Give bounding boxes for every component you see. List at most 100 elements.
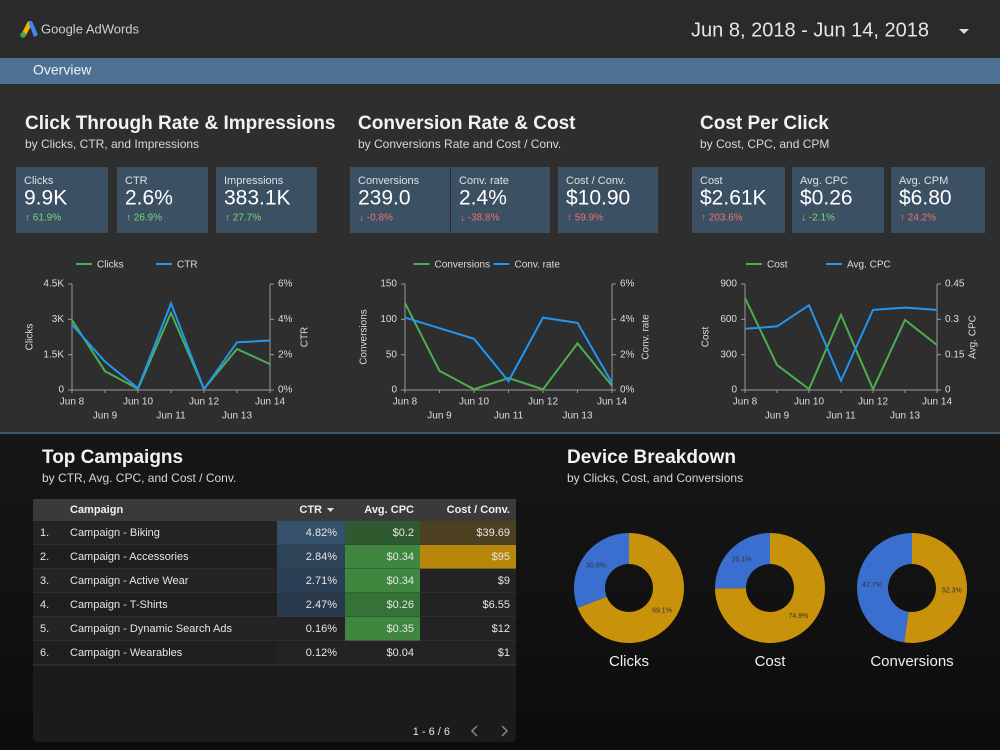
header-bar — [0, 0, 1000, 58]
kpi-label: Cost / Conv. — [566, 175, 626, 187]
y2-tick-label: 0.45 — [945, 279, 965, 290]
x-tick-label: Jun 9 — [93, 411, 118, 422]
column-header: CTR — [299, 504, 322, 516]
section-subtitle: by Conversions Rate and Cost / Conv. — [358, 137, 561, 151]
x-tick-label: Jun 11 — [156, 411, 186, 422]
x-tick-label: Jun 13 — [222, 411, 252, 422]
y2-tick-label: 6% — [278, 279, 293, 290]
kpi-card — [451, 167, 550, 233]
table-cell: 4.82% — [306, 527, 337, 539]
kpi-change: ↓ -0.8% — [359, 213, 393, 224]
table-cell: 1. — [40, 527, 49, 539]
y2-tick-label: 4% — [278, 314, 293, 325]
y2-tick-label: 0% — [278, 385, 293, 396]
table-cell: $6.55 — [482, 599, 510, 611]
x-tick-label: Jun 11 — [494, 411, 524, 422]
x-tick-label: Jun 14 — [255, 397, 285, 408]
table-cell: $0.34 — [386, 575, 414, 587]
nav-bar — [0, 58, 1000, 84]
kpi-change: ↓ -2.1% — [801, 213, 835, 224]
y-tick-label: 300 — [720, 349, 737, 360]
heatmap-cell — [277, 545, 345, 569]
y2-tick-label: 0 — [945, 385, 951, 396]
legend-label: Cost — [767, 260, 788, 271]
x-tick-label: Jun 13 — [562, 411, 592, 422]
nav-tab[interactable]: Overview — [33, 62, 92, 78]
kpi-value: $2.61K — [700, 187, 767, 210]
y2-tick-label: 6% — [620, 279, 635, 290]
x-tick-label: Jun 10 — [794, 397, 824, 408]
donut-slice — [715, 533, 770, 589]
x-tick-label: Jun 14 — [597, 397, 627, 408]
date-range[interactable]: Jun 8, 2018 - Jun 14, 2018 — [691, 19, 929, 41]
table-cell: 2.71% — [306, 575, 337, 587]
table-cell: Campaign - Wearables — [70, 647, 183, 659]
table-cell: $12 — [492, 623, 510, 635]
x-tick-label: Jun 8 — [733, 397, 758, 408]
section-subtitle: by Clicks, Cost, and Conversions — [567, 471, 743, 485]
logo-text: Google AdWords — [41, 21, 140, 36]
y-tick-label: 900 — [720, 279, 737, 290]
donut-slice — [577, 533, 684, 643]
next-page[interactable] — [501, 725, 509, 737]
y2-axis-title: Avg. CPC — [968, 315, 979, 359]
section-title: Cost Per Click — [700, 113, 829, 134]
heatmap-cell — [277, 569, 345, 593]
slice-label: 30.9% — [586, 562, 606, 569]
kpi-change: ↓ -38.8% — [460, 213, 500, 224]
y2-tick-label: 4% — [620, 314, 635, 325]
slice-label: 25.1% — [732, 557, 752, 564]
heatmap-cell — [420, 521, 516, 545]
kpi-value: 9.9K — [24, 187, 67, 210]
table-cell: 0.12% — [306, 647, 337, 659]
date-dropdown-arrow[interactable] — [959, 29, 969, 34]
section-title: Click Through Rate & Impressions — [25, 113, 335, 134]
section-title: Device Breakdown — [567, 447, 736, 468]
table-cell: $0.35 — [386, 623, 414, 635]
kpi-change: ↑ 61.9% — [25, 213, 61, 224]
legend-label: Conversions — [435, 260, 491, 271]
x-tick-label: Jun 10 — [459, 397, 489, 408]
donut-slice — [904, 533, 967, 643]
kpi-value: $10.90 — [566, 187, 630, 210]
x-tick-label: Jun 14 — [922, 397, 952, 408]
table-cell: 5. — [40, 623, 49, 635]
kpi-card — [350, 167, 450, 233]
donut-slice — [573, 533, 629, 608]
table-cell: $0.04 — [386, 647, 414, 659]
donut-slice — [856, 533, 912, 643]
heatmap-cell — [345, 521, 420, 545]
kpi-change: ↑ 203.6% — [701, 213, 743, 224]
donut-title: Conversions — [870, 653, 953, 670]
heatmap-cell — [277, 593, 345, 617]
heatmap-cell — [277, 617, 345, 641]
kpi-value: 239.0 — [358, 187, 411, 210]
table-cell: Campaign - T-Shirts — [70, 599, 168, 611]
kpi-label: Impressions — [224, 175, 284, 187]
kpi-label: Avg. CPC — [800, 175, 848, 187]
section-title: Top Campaigns — [42, 447, 183, 468]
table-cell: $0.2 — [393, 527, 414, 539]
table-header — [33, 499, 516, 521]
table-cell: 2.47% — [306, 599, 337, 611]
prev-page[interactable] — [470, 725, 478, 737]
heatmap-cell — [420, 617, 516, 641]
sort-arrow[interactable] — [327, 508, 334, 512]
kpi-value: 2.4% — [459, 187, 507, 210]
x-tick-label: Jun 10 — [123, 397, 153, 408]
table-cell: 6. — [40, 647, 49, 659]
y-axis-title: Cost — [701, 326, 712, 347]
series-line — [404, 316, 613, 384]
legend-label: Clicks — [97, 260, 124, 271]
y-tick-label: 0 — [391, 385, 397, 396]
section-subtitle: by Cost, CPC, and CPM — [700, 137, 829, 151]
kpi-change: ↑ 26.9% — [126, 213, 162, 224]
column-header: Cost / Conv. — [447, 504, 510, 516]
y-tick-label: 150 — [380, 279, 397, 290]
x-tick-label: Jun 12 — [528, 397, 558, 408]
x-tick-label: Jun 12 — [189, 397, 219, 408]
table-cell: Campaign - Biking — [70, 527, 160, 539]
table-cell: $39.69 — [476, 527, 510, 539]
heatmap-cell — [277, 521, 345, 545]
kpi-card — [792, 167, 884, 233]
